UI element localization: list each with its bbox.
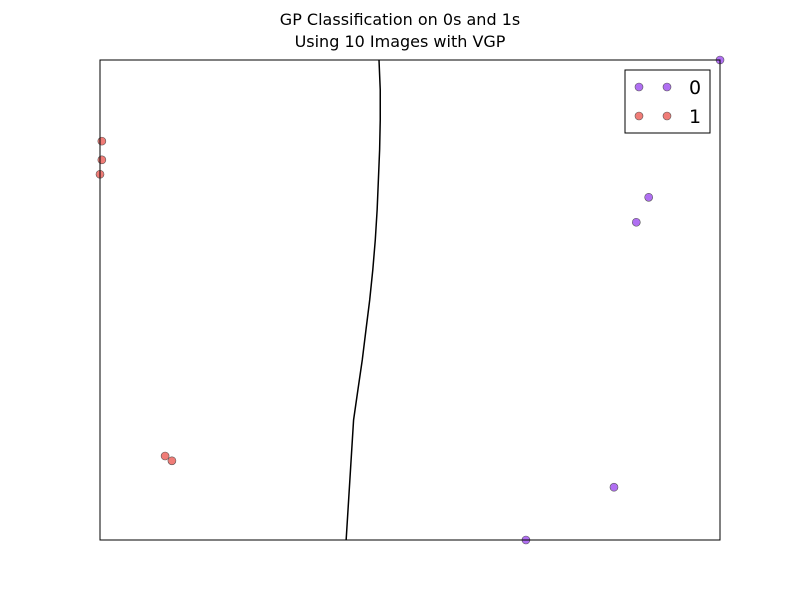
decision-boundary-line <box>345 60 381 540</box>
point-class-0-3 <box>609 482 619 492</box>
plot-background <box>100 60 720 540</box>
point-class-0-1 <box>644 192 654 202</box>
legend-marker-1-1 <box>662 111 672 121</box>
chart-title: GP Classification on 0s and 1s <box>279 10 521 29</box>
legend-marker-0-0 <box>634 82 644 92</box>
point-class-1-0 <box>97 136 107 146</box>
legend-marker-0-1 <box>662 82 672 92</box>
legend-label-1: 1 <box>689 106 701 128</box>
point-class-1-1 <box>97 155 107 165</box>
legend: 01 <box>624 69 711 134</box>
legend-marker-1-0 <box>634 111 644 121</box>
legend-box <box>624 69 711 134</box>
point-class-1-3 <box>160 451 170 461</box>
point-class-0-2 <box>631 217 641 227</box>
chart-subtitle: Using 10 Images with VGP <box>294 32 506 51</box>
legend-label-0: 0 <box>689 77 701 99</box>
point-class-1-4 <box>167 456 177 466</box>
plot-frame <box>99 59 721 541</box>
